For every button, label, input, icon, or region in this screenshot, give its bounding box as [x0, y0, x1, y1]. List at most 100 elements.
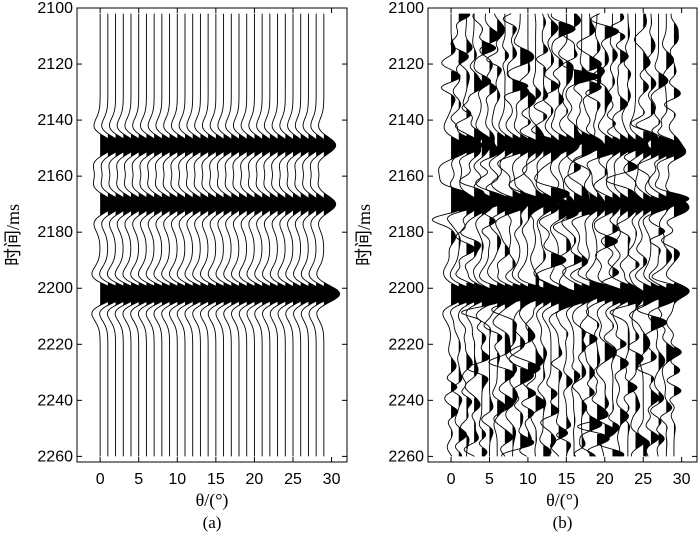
trace — [269, 13, 295, 457]
trace — [215, 13, 242, 457]
x-axis-title: θ/(°) — [546, 490, 579, 511]
trace-fill — [558, 22, 576, 457]
trace — [122, 13, 150, 457]
trace — [207, 13, 234, 457]
trace-fill — [262, 134, 279, 307]
trace — [145, 13, 173, 457]
x-tick-label: 0 — [96, 471, 105, 488]
trace — [623, 13, 649, 457]
trace-fill — [161, 134, 180, 307]
trace-fill — [200, 134, 218, 307]
trace-line — [262, 13, 287, 457]
trace-line — [531, 13, 562, 457]
trace — [231, 13, 257, 457]
trace-line — [207, 13, 234, 457]
trace-line — [605, 13, 647, 457]
trace-line — [308, 13, 333, 457]
trace-fill — [254, 134, 272, 307]
trace-line — [576, 13, 623, 457]
trace-line — [145, 13, 173, 457]
y-tick-label: 2240 — [388, 392, 424, 409]
panel-a: 2100 2120 2140 2160 2180 2200 2220 2240 2260 0 5 10… — [3, 0, 348, 532]
trace-line — [590, 13, 628, 457]
trace-line — [508, 13, 553, 457]
x-tick-label: 5 — [485, 471, 494, 488]
trace — [200, 13, 226, 457]
trace — [552, 13, 590, 457]
trace-fill — [308, 134, 325, 307]
x-tick-label: 10 — [168, 471, 186, 488]
trace — [316, 13, 341, 457]
trace-fill — [231, 134, 249, 307]
trace-line — [114, 13, 142, 457]
trace-line — [269, 13, 295, 457]
trace — [534, 13, 570, 457]
trace-line — [534, 13, 570, 457]
trace-fill — [504, 13, 528, 457]
trace — [508, 13, 553, 457]
trace-line — [454, 13, 486, 457]
trace-line — [200, 13, 226, 457]
trace — [99, 13, 127, 457]
y-tick-label: 2120 — [37, 56, 73, 73]
trace-line — [130, 13, 158, 457]
trace — [483, 13, 516, 457]
trace — [454, 13, 486, 457]
trace-fill — [550, 20, 570, 450]
trace — [590, 13, 628, 457]
trace-fill — [215, 134, 233, 307]
trace — [491, 13, 537, 457]
trace — [277, 13, 303, 457]
x-tick-label: 10 — [519, 471, 537, 488]
trace-fill — [177, 134, 195, 307]
trace-line — [91, 13, 120, 457]
y-tick-label: 2240 — [37, 392, 73, 409]
trace — [285, 13, 310, 457]
trace-line — [552, 13, 590, 457]
trace-line — [161, 13, 188, 457]
trace-fill — [100, 134, 119, 307]
x-tick-label: 20 — [596, 471, 614, 488]
trace — [522, 13, 552, 457]
trace — [300, 13, 325, 457]
trace — [460, 13, 504, 457]
trace-line — [300, 13, 325, 457]
trace — [223, 13, 249, 457]
trace — [184, 13, 211, 457]
trace-line — [215, 13, 242, 457]
trace-fill — [131, 134, 150, 307]
trace-line — [491, 13, 537, 457]
x-tick-label: 5 — [134, 471, 143, 488]
trace-fill — [138, 134, 157, 307]
trace-line — [184, 13, 211, 457]
trace-fill — [146, 134, 165, 307]
x-tick-label: 20 — [246, 471, 264, 488]
trace-line — [573, 13, 612, 457]
x-tick-label: 30 — [673, 471, 691, 488]
x-tick-label: 15 — [557, 471, 575, 488]
trace-line — [254, 13, 280, 457]
trace-fill — [300, 134, 317, 307]
trace — [661, 13, 690, 457]
trace — [176, 13, 203, 457]
panel-label: (b) — [553, 513, 573, 532]
y-tick-label: 2200 — [37, 280, 73, 297]
trace-line — [277, 13, 303, 457]
y-tick-label: 2100 — [37, 0, 73, 17]
traces — [431, 13, 690, 457]
trace — [597, 13, 633, 457]
trace-fill — [246, 134, 264, 307]
trace-line — [635, 13, 672, 457]
trace-line — [608, 13, 640, 457]
trace — [106, 13, 135, 457]
y-tick-label: 2140 — [37, 112, 73, 129]
y-tick-label: 2220 — [37, 336, 73, 353]
trace-line — [661, 13, 690, 457]
trace-fill — [277, 134, 294, 307]
y-tick-label: 2200 — [388, 280, 424, 297]
trace — [431, 13, 471, 457]
trace-fill — [612, 48, 632, 457]
trace — [161, 13, 188, 457]
trace-fill — [466, 38, 485, 457]
trace-line — [316, 13, 341, 457]
